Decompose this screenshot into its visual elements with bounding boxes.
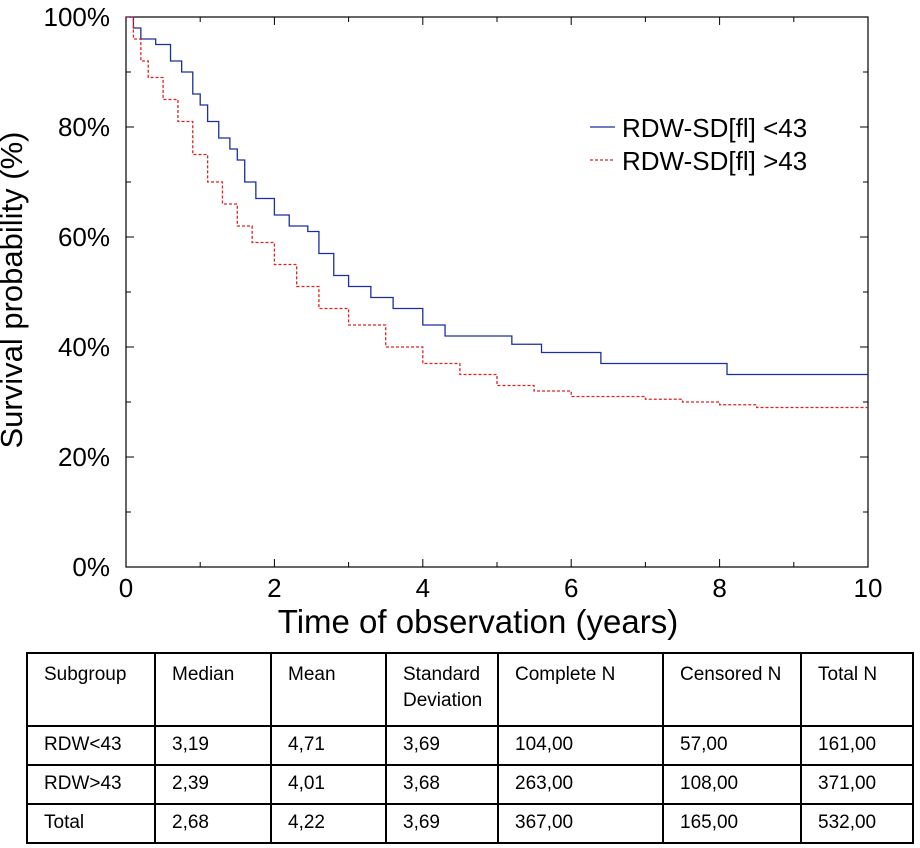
plot-frame [125,16,869,568]
table-cell: 4,01 [270,764,387,805]
y-tick-label: 80% [58,112,110,142]
table-cell: 4,22 [270,803,387,844]
y-tick-label: 40% [58,332,110,362]
table-cell: Total [26,803,156,844]
table-cell: 108,00 [662,764,802,805]
table-cell: 4,71 [270,725,387,766]
table-cell: 3,19 [154,725,272,766]
axes-layer: 0% 20% 40% 60% 80% 100% 0 2 4 6 8 10 [44,2,883,603]
y-tick-label: 0% [72,552,110,582]
table-cell: 3,69 [385,803,499,844]
x-axis-title: Time of observation (years) [278,603,678,640]
x-tick-label: 10 [854,573,883,603]
x-tick-label: 8 [712,573,726,603]
x-tick-label: 0 [119,573,133,603]
table-cell: RDW<43 [26,725,156,766]
table-header-row: Subgroup Median Mean Standard Deviation … [26,652,914,727]
table-cell: 367,00 [497,803,664,844]
table-cell: 2,68 [154,803,272,844]
table-cell: 165,00 [662,803,802,844]
series-layer [126,16,868,409]
x-tick-label: 6 [564,573,578,603]
series-line-rdw-below-43 [126,16,868,376]
x-tick-label: 2 [267,573,281,603]
table-cell: 2,39 [154,764,272,805]
table-row: RDW<43 3,19 4,71 3,69 104,00 57,00 161,0… [26,725,914,766]
table-header-cell: Censored N [662,652,802,727]
table-header-cell: Median [154,652,272,727]
table-cell: 371,00 [800,764,914,805]
legend-label: RDW-SD[fl] <43 [622,113,807,143]
table-cell: 3,68 [385,764,499,805]
table-header-cell: Mean [270,652,387,727]
table-cell: RDW>43 [26,764,156,805]
table-header-cell: Subgroup [26,652,156,727]
y-tick-label: 60% [58,222,110,252]
x-tick-label: 4 [416,573,430,603]
table-cell: 161,00 [800,725,914,766]
y-axis-title: Survival probability (%) [0,132,29,449]
table-cell: 3,69 [385,725,499,766]
table-cell: 532,00 [800,803,914,844]
y-tick-label: 100% [44,2,111,32]
table-cell: 57,00 [662,725,802,766]
table-header-cell: Total N [800,652,914,727]
y-tick-label: 20% [58,442,110,472]
table-header-cell: Standard Deviation [385,652,499,727]
series-line-rdw-above-43 [126,16,868,409]
survival-chart: 0% 20% 40% 60% 80% 100% 0 2 4 6 8 10 RDW-SD[fl] <43… [0,2,883,640]
legend-label: RDW-SD[fl] >43 [622,146,807,176]
table-row: RDW>43 2,39 4,01 3,68 263,00 108,00 371,… [26,764,914,805]
table-cell: 104,00 [497,725,664,766]
summary-table: Subgroup Median Mean Standard Deviation … [26,652,914,844]
table-header-cell: Complete N [497,652,664,727]
table-row: Total 2,68 4,22 3,69 367,00 165,00 532,0… [26,803,914,844]
table-cell: 263,00 [497,764,664,805]
